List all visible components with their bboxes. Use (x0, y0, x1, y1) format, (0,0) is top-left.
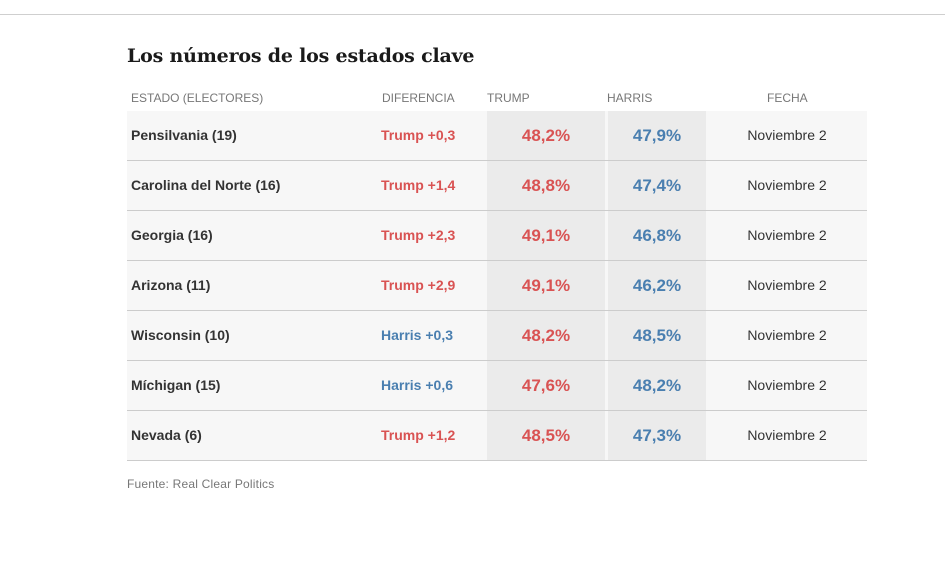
source-note: Fuente: Real Clear Politics (127, 477, 275, 491)
table-row: Wisconsin (10) Harris +0,3 48,2% 48,5% Novie… (127, 311, 867, 361)
date-cell: Noviembre 2 (747, 327, 827, 343)
difference-cell: Harris +0,6 (381, 377, 453, 393)
harris-value-cell: 47,9% (608, 111, 706, 160)
top-divider (0, 14, 945, 15)
harris-value-cell: 46,2% (608, 261, 706, 310)
trump-value-cell: 48,5% (487, 411, 605, 460)
col-header-harris: HARRIS (607, 91, 653, 105)
table-row: Carolina del Norte (16) Trump +1,4 48,8% 47… (127, 161, 867, 211)
state-cell: Nevada (6) (131, 427, 202, 443)
harris-value-cell: 48,5% (608, 311, 706, 360)
difference-cell: Trump +1,4 (381, 177, 456, 193)
difference-cell: Trump +2,9 (381, 277, 456, 293)
col-header-trump: TRUMP (487, 91, 530, 105)
table-body: Pensilvania (19) Trump +0,3 48,2% 47,9% Novi… (127, 111, 867, 461)
date-cell: Noviembre 2 (747, 127, 827, 143)
state-cell: Carolina del Norte (16) (131, 177, 281, 193)
col-header-state: ESTADO (ELECTORES) (131, 91, 264, 105)
col-header-diff: DIFERENCIA (382, 91, 455, 105)
difference-cell: Trump +2,3 (381, 227, 456, 243)
difference-cell: Trump +1,2 (381, 427, 456, 443)
trump-value-cell: 48,2% (487, 111, 605, 160)
table-header: ESTADO (ELECTORES) DIFERENCIA TRUMP HARR… (127, 86, 867, 111)
trump-value-cell: 47,6% (487, 361, 605, 410)
state-cell: Georgia (16) (131, 227, 213, 243)
table-row: Míchigan (15) Harris +0,6 47,6% 48,2% Noviem… (127, 361, 867, 411)
harris-value-cell: 47,4% (608, 161, 706, 210)
difference-cell: Trump +0,3 (381, 127, 456, 143)
harris-value-cell: 48,2% (608, 361, 706, 410)
date-cell: Noviembre 2 (747, 227, 827, 243)
key-states-table: ESTADO (ELECTORES) DIFERENCIA TRUMP HARR… (127, 86, 867, 461)
table-row: Arizona (11) Trump +2,9 49,1% 46,2% Noviembr… (127, 261, 867, 311)
col-header-date: FECHA (767, 91, 808, 105)
trump-value-cell: 49,1% (487, 261, 605, 310)
state-cell: Wisconsin (10) (131, 327, 230, 343)
trump-value-cell: 48,8% (487, 161, 605, 210)
trump-value-cell: 48,2% (487, 311, 605, 360)
state-cell: Míchigan (15) (131, 377, 221, 393)
date-cell: Noviembre 2 (747, 377, 827, 393)
table-row: Nevada (6) Trump +1,2 48,5% 47,3% Noviembre … (127, 411, 867, 461)
date-cell: Noviembre 2 (747, 427, 827, 443)
state-cell: Pensilvania (19) (131, 127, 237, 143)
state-cell: Arizona (11) (131, 277, 211, 293)
difference-cell: Harris +0,3 (381, 327, 453, 343)
harris-value-cell: 47,3% (608, 411, 706, 460)
date-cell: Noviembre 2 (747, 277, 827, 293)
harris-value-cell: 46,8% (608, 211, 706, 260)
table-title: Los números de los estados clave (127, 45, 475, 67)
trump-value-cell: 49,1% (487, 211, 605, 260)
date-cell: Noviembre 2 (747, 177, 827, 193)
table-row: Georgia (16) Trump +2,3 49,1% 46,8% Noviembr… (127, 211, 867, 261)
table-row: Pensilvania (19) Trump +0,3 48,2% 47,9% Novi… (127, 111, 867, 161)
